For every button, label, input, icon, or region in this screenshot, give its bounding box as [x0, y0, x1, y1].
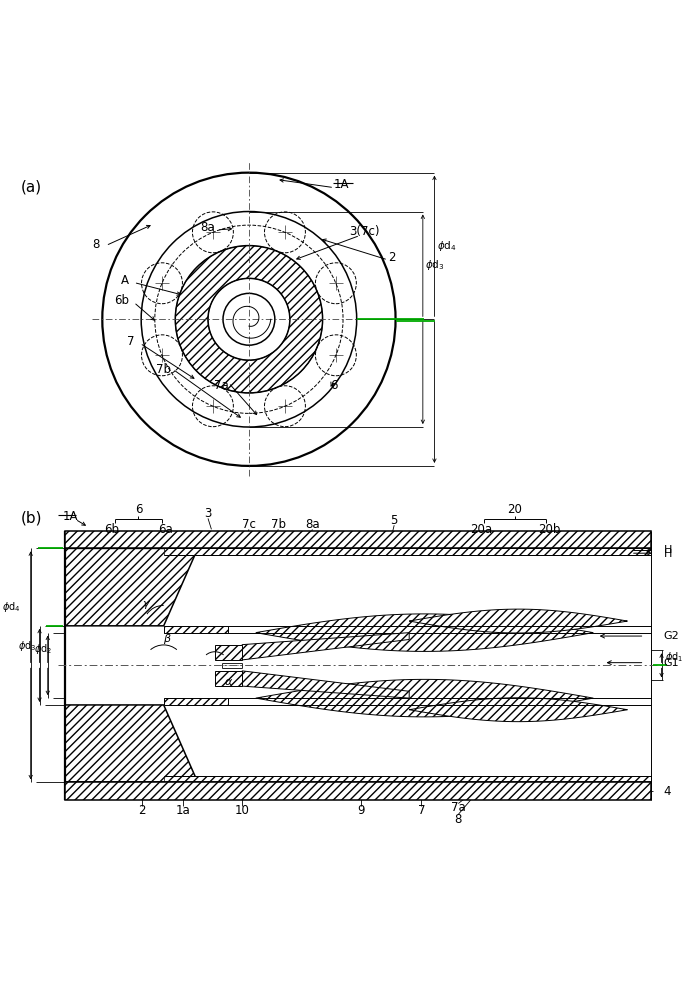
Text: G2: G2 [664, 631, 679, 641]
Bar [65, 531, 651, 548]
Text: 2: 2 [138, 804, 145, 817]
Text: 5: 5 [391, 514, 398, 527]
Polygon shape [256, 614, 593, 651]
Text: H: H [664, 545, 672, 555]
Text: 8a: 8a [305, 518, 320, 531]
Text: 1A: 1A [333, 178, 349, 191]
Text: $\phi$d$_3$: $\phi$d$_3$ [426, 258, 445, 272]
Text: 1A: 1A [63, 510, 78, 523]
Text: $\alpha$: $\alpha$ [224, 677, 233, 687]
Text: 20: 20 [507, 503, 522, 516]
Text: $\phi$d$_4$: $\phi$d$_4$ [2, 600, 21, 614]
Bar [65, 782, 651, 800]
Text: 7b: 7b [156, 363, 171, 376]
Text: 7c: 7c [242, 518, 256, 531]
Text: $\phi$d$_1$: $\phi$d$_1$ [665, 650, 682, 664]
Bar [215, 671, 242, 686]
Text: G1: G1 [664, 658, 679, 668]
Bar [164, 626, 228, 633]
Text: 6: 6 [135, 503, 142, 516]
Polygon shape [65, 548, 198, 626]
Polygon shape [242, 633, 409, 660]
Text: $\beta$: $\beta$ [163, 632, 171, 646]
Text: 6b: 6b [114, 294, 129, 307]
Text: H: H [664, 549, 672, 559]
Text: 7a: 7a [214, 379, 229, 392]
Bar [215, 645, 242, 660]
Text: 6a: 6a [158, 523, 173, 536]
Text: 8: 8 [455, 813, 462, 826]
Text: A: A [121, 274, 129, 287]
Text: $\phi$d$_3$: $\phi$d$_3$ [18, 639, 37, 653]
Text: $\gamma$: $\gamma$ [142, 599, 151, 611]
Text: (a): (a) [20, 179, 42, 194]
Text: $\phi$d$_2$: $\phi$d$_2$ [34, 642, 52, 656]
Text: 20b: 20b [538, 523, 560, 536]
Text: 7a: 7a [451, 801, 466, 814]
Polygon shape [256, 679, 593, 717]
Text: 6: 6 [331, 379, 338, 392]
Text: 3: 3 [205, 507, 211, 520]
Text: $\phi$d$_4$: $\phi$d$_4$ [437, 239, 456, 253]
Text: 6b: 6b [104, 523, 119, 536]
Polygon shape [409, 609, 627, 633]
Bar [164, 776, 651, 782]
Polygon shape [409, 698, 627, 722]
Text: 7b: 7b [271, 518, 286, 531]
Text: 10: 10 [235, 804, 250, 817]
Text: 1a: 1a [175, 804, 190, 817]
Text: (b): (b) [20, 510, 42, 525]
Bar [164, 548, 651, 555]
Text: 4: 4 [664, 785, 671, 798]
Text: 3(7c): 3(7c) [350, 225, 380, 238]
Text: 7: 7 [128, 335, 134, 348]
Polygon shape [242, 671, 409, 698]
Text: 2: 2 [389, 251, 396, 264]
Text: 8: 8 [92, 238, 99, 251]
Bar [164, 698, 228, 705]
Text: 9: 9 [358, 804, 365, 817]
Text: 8a: 8a [201, 221, 216, 234]
Polygon shape [65, 705, 198, 782]
Text: 20a: 20a [470, 523, 492, 536]
Text: 7: 7 [418, 804, 425, 817]
